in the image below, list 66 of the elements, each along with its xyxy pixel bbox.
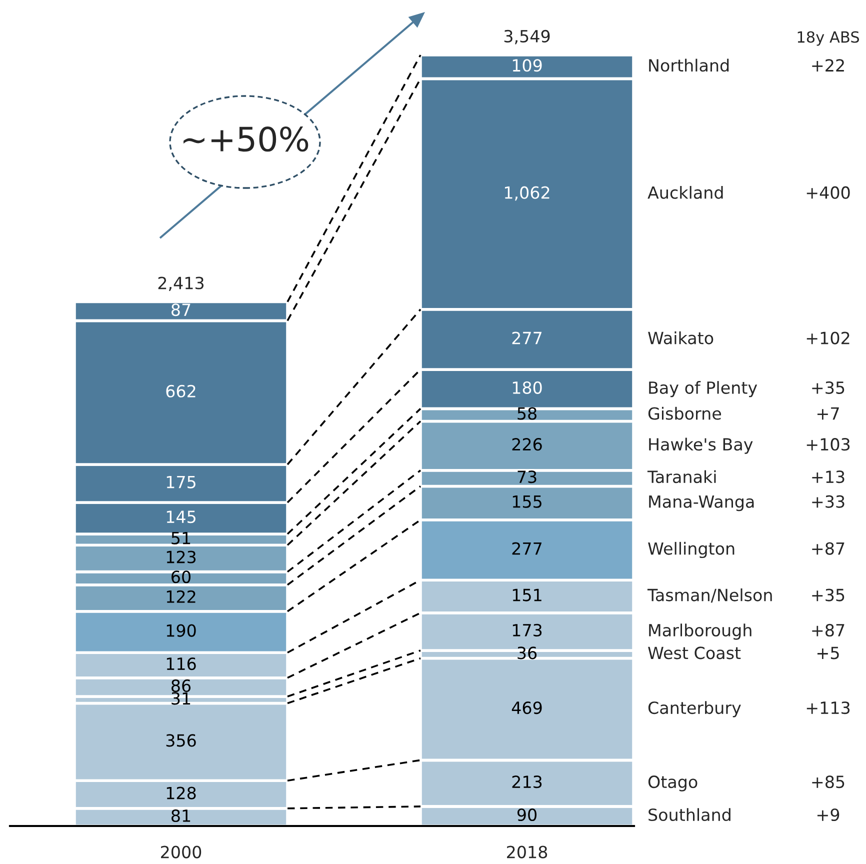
data-label: 469	[512, 701, 542, 714]
data-label: 145	[166, 510, 196, 524]
data-label: 60	[172, 570, 190, 584]
text: +103	[806, 438, 850, 451]
data-label: 87	[172, 303, 190, 316]
data-label: 277	[512, 332, 542, 344]
series-label: Marlborough	[649, 624, 752, 640]
series-label: Canterbury	[648, 701, 741, 718]
series-label: Waikato	[648, 331, 714, 344]
data-label: 190	[166, 624, 196, 637]
data-label: 175	[166, 476, 196, 488]
x-tick-label: 2018	[507, 846, 548, 858]
text: +33	[812, 495, 844, 508]
data-label: 662	[166, 384, 196, 398]
data-label: 73	[518, 470, 536, 484]
text: +9	[817, 808, 840, 822]
series-label: Gisborne	[648, 406, 721, 420]
data-label: 128	[166, 786, 196, 800]
series-label: Tasman/Nelson	[647, 588, 772, 603]
series-label: Otago	[648, 776, 698, 792]
total-label: 3,549	[504, 30, 550, 44]
text: +87	[812, 624, 844, 637]
data-label: 226	[512, 438, 542, 451]
annotation: ~+50%	[184, 126, 308, 152]
data-label: 90	[517, 808, 536, 822]
text: +113	[806, 701, 850, 714]
series-label: Southland	[648, 808, 730, 822]
data-label: 86	[172, 679, 191, 692]
data-label: 116	[166, 657, 196, 670]
data-label: 356	[166, 734, 196, 747]
text: +35	[812, 381, 844, 394]
data-label: 123	[166, 550, 196, 564]
data-label: 180	[512, 381, 542, 394]
data-label: 122	[166, 590, 196, 603]
text: +35	[812, 588, 844, 602]
data-label: 277	[512, 542, 542, 555]
data-label: 36	[518, 646, 537, 660]
series-label: West Coast	[648, 646, 741, 660]
data-label: 31	[172, 692, 190, 705]
series-label: Taranaki	[647, 470, 716, 484]
text: +85	[812, 776, 844, 788]
data-label: 173	[512, 624, 542, 637]
series-label: Wellington	[648, 542, 734, 558]
series-label: Northland	[649, 58, 729, 72]
data-label: 213	[512, 776, 542, 788]
series-label: Hawke's Bay	[649, 438, 753, 454]
text: +13	[812, 470, 844, 484]
data-label: 81	[172, 809, 190, 822]
text: +400	[806, 186, 850, 199]
data-label: 109	[512, 59, 542, 72]
text: +87	[812, 542, 844, 555]
x-tick-label: 2000	[161, 846, 202, 858]
series-label: Mana-Wanga	[649, 496, 754, 512]
series-label: Auckland	[648, 186, 723, 199]
data-label: 1,062	[504, 186, 550, 201]
text: +102	[806, 332, 850, 344]
text: +7	[817, 407, 839, 420]
text: +5	[817, 646, 839, 660]
series-label: Bay of Plenty	[649, 381, 758, 398]
total-label: 2,413	[158, 276, 204, 292]
text: +22	[812, 59, 844, 72]
data-label: 151	[512, 588, 542, 602]
data-label: 58	[518, 407, 536, 420]
data-label: 155	[512, 496, 542, 508]
text: 18y ABS	[798, 31, 859, 46]
data-label: 51	[172, 532, 190, 544]
